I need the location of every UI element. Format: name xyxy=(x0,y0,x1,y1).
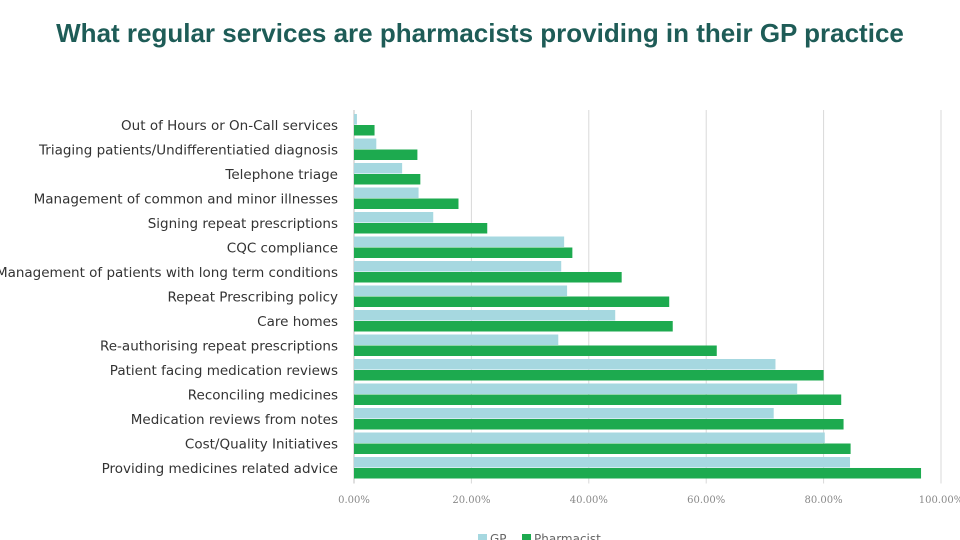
x-tick-label: 100.00% xyxy=(919,495,960,506)
bar-pharmacist xyxy=(354,272,622,283)
bar-pharmacist xyxy=(354,443,851,454)
category-label: Reconciling medicines xyxy=(188,388,338,404)
category-label: Cost/Quality Initiatives xyxy=(185,437,338,453)
legend: GP Pharmacist xyxy=(478,532,601,540)
bar-gp xyxy=(354,163,403,174)
category-labels: Out of Hours or On-Call services Triaging… xyxy=(0,118,338,477)
bar-pharmacist xyxy=(354,247,573,258)
category-label: Care homes xyxy=(257,314,338,330)
bar-gp xyxy=(354,408,774,419)
category-label: Medication reviews from notes xyxy=(131,412,338,428)
bar-gp xyxy=(354,114,357,125)
bar-pharmacist xyxy=(354,394,842,405)
category-label: Signing repeat prescriptions xyxy=(148,216,338,232)
bar-gp xyxy=(354,359,776,370)
bar-pharmacist xyxy=(354,296,670,307)
bar-gp xyxy=(354,212,434,223)
bar-pharmacist xyxy=(354,321,673,332)
bar-pharmacist xyxy=(354,468,922,479)
bars xyxy=(354,114,922,479)
bar-gp xyxy=(354,334,559,345)
x-tick-label: 40.00% xyxy=(570,495,608,506)
category-label: Management of common and minor illnesses xyxy=(34,192,338,208)
legend-label: GP xyxy=(490,532,507,540)
category-label: Patient facing medication reviews xyxy=(110,363,338,379)
bar-gp xyxy=(354,138,377,149)
category-label: Re-authorising repeat prescriptions xyxy=(100,339,338,355)
legend-swatch-gp xyxy=(478,534,487,540)
bar-pharmacist xyxy=(354,174,421,185)
bar-gp xyxy=(354,236,565,247)
bar-pharmacist xyxy=(354,125,375,136)
bar-gp xyxy=(354,457,851,468)
x-axis-ticks: 0.00% 20.00% 40.00% 60.00% 80.00% 100.00% xyxy=(338,495,960,506)
legend-label: Pharmacist xyxy=(534,532,601,540)
legend-swatch-pharmacist xyxy=(522,534,531,540)
bar-gp xyxy=(354,187,419,198)
bar-gp xyxy=(354,310,616,321)
bar-gp xyxy=(354,383,798,394)
category-label: Management of patients with long term co… xyxy=(0,265,338,281)
category-label: Telephone triage xyxy=(224,167,338,183)
category-label: CQC compliance xyxy=(227,241,338,257)
bar-pharmacist xyxy=(354,149,418,160)
bar-gp xyxy=(354,285,568,296)
x-tick-label: 60.00% xyxy=(687,495,725,506)
bar-pharmacist xyxy=(354,370,824,381)
bar-gp xyxy=(354,261,562,272)
category-label: Providing medicines related advice xyxy=(102,461,338,477)
category-label: Triaging patients/Undifferentiatied diag… xyxy=(38,143,338,159)
page-title: What regular services are pharmacists pr… xyxy=(56,18,904,48)
category-label: Out of Hours or On-Call services xyxy=(121,118,338,134)
x-tick-label: 80.00% xyxy=(805,495,843,506)
bar-gp xyxy=(354,432,825,443)
bar-pharmacist xyxy=(354,198,459,209)
bar-pharmacist xyxy=(354,345,717,356)
x-tick-label: 0.00% xyxy=(338,495,370,506)
bar-pharmacist xyxy=(354,223,488,234)
x-tick-label: 20.00% xyxy=(452,495,490,506)
category-label: Repeat Prescribing policy xyxy=(167,290,338,306)
bar-pharmacist xyxy=(354,419,844,430)
